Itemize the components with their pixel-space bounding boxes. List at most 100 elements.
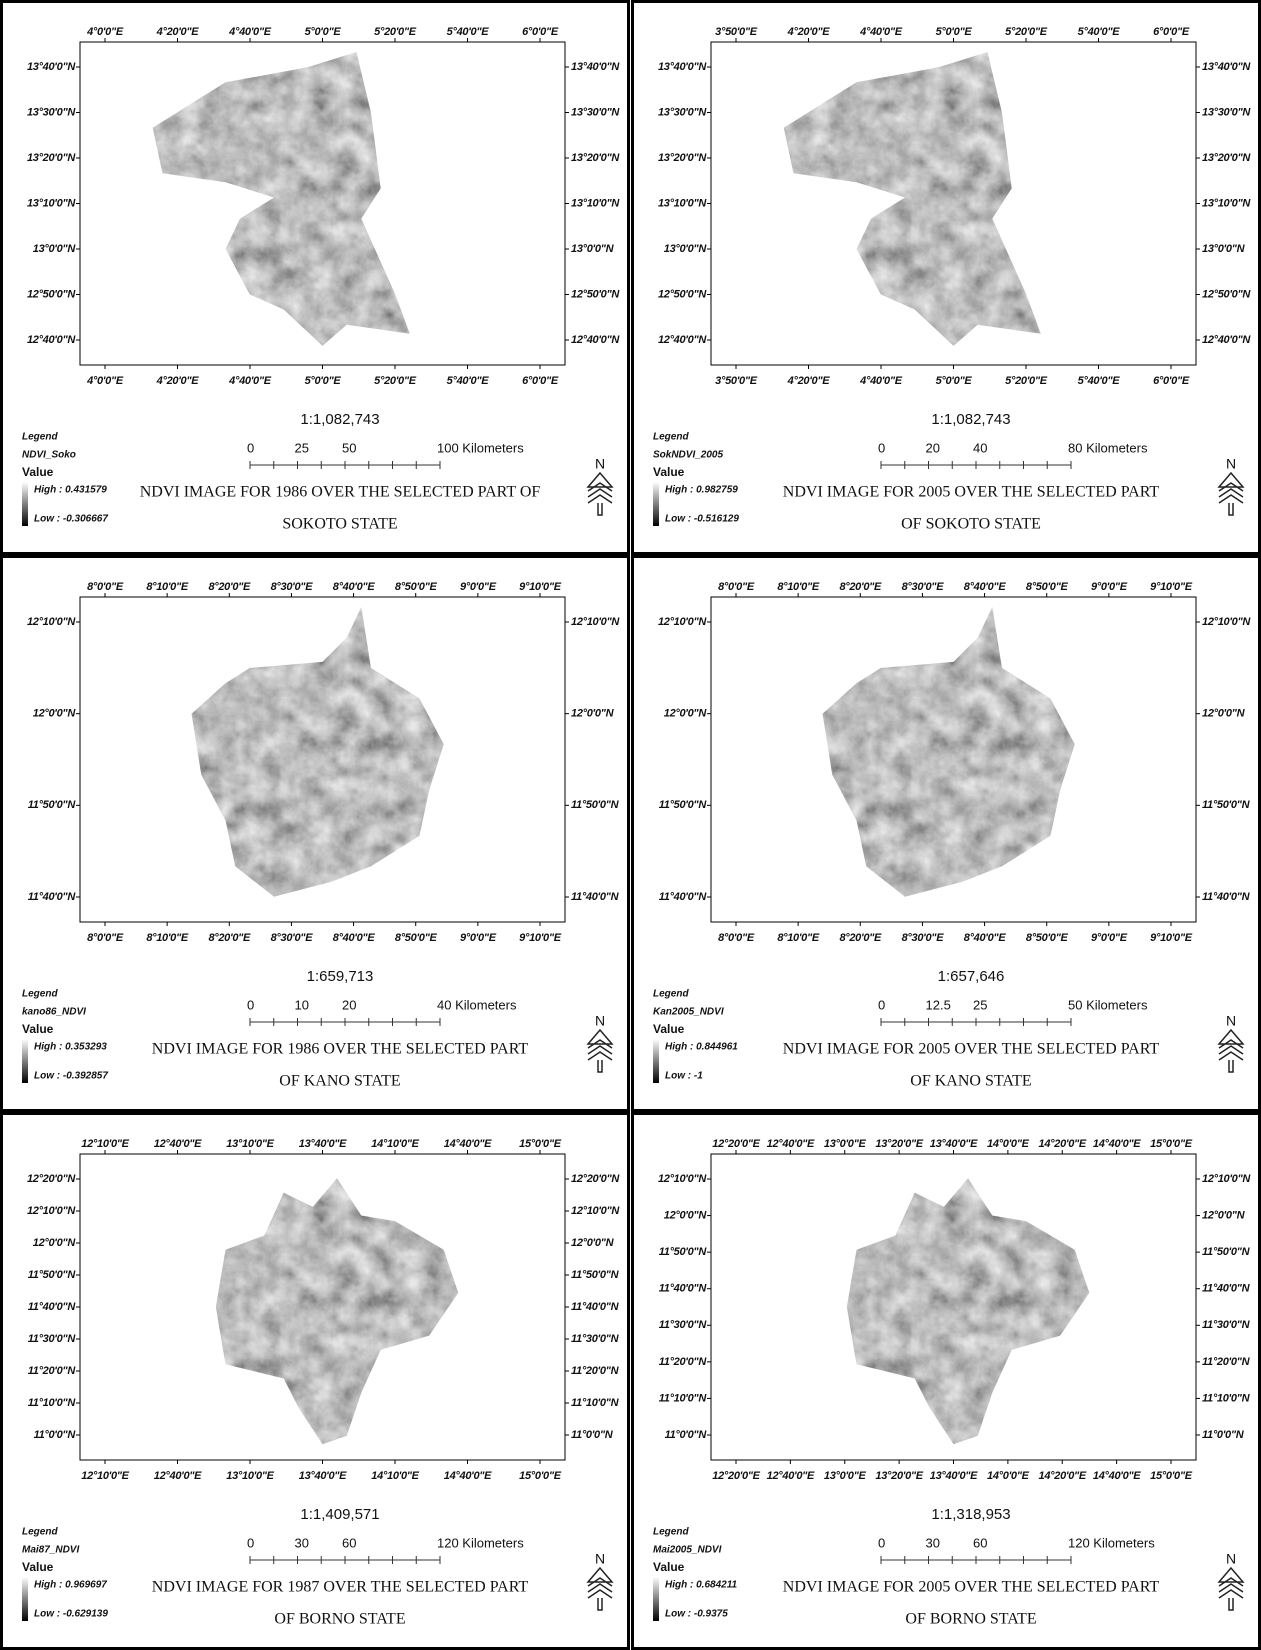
scalebar-label: 20 bbox=[342, 997, 356, 1012]
x-coord-label-bottom: 8°10'0"E bbox=[777, 932, 820, 944]
x-coord-label-bottom: 8°20'0"E bbox=[839, 932, 882, 944]
legend-low: Low : -0.306667 bbox=[34, 514, 108, 525]
x-coord-label-top: 9°10'0"E bbox=[519, 581, 562, 593]
y-coord-label-right: 13°30'0"N bbox=[571, 106, 620, 118]
y-coord-label-right: 11°40'0"N bbox=[571, 1301, 620, 1313]
y-coord-label-right: 12°10'0"N bbox=[571, 1205, 620, 1217]
y-coord-label-right: 12°10'0"N bbox=[571, 616, 620, 628]
legend-low: Low : -0.629139 bbox=[34, 1609, 108, 1620]
legend-title: Legend bbox=[653, 989, 689, 1000]
scalebar-label: 0 bbox=[247, 1535, 254, 1550]
y-coord-label-left: 13°0'0"N bbox=[33, 243, 77, 255]
x-coord-label-bottom: 8°40'0"E bbox=[964, 932, 1007, 944]
x-coord-label-bottom: 5°20'0"E bbox=[374, 375, 417, 387]
x-coord-label-top: 4°40'0"E bbox=[859, 26, 903, 38]
y-coord-label-left: 12°50'0"N bbox=[27, 288, 76, 300]
x-coord-label-bottom: 4°20'0"E bbox=[787, 375, 831, 387]
x-coord-label-top: 6°0'0"E bbox=[522, 26, 559, 38]
legend-value: Value bbox=[22, 1560, 54, 1574]
x-coord-label-bottom: 12°20'0"E bbox=[712, 1470, 760, 1482]
y-coord-label-left: 11°40'0"N bbox=[659, 1283, 708, 1295]
x-coord-label-top: 8°50'0"E bbox=[1026, 581, 1069, 593]
caption: SOKOTO STATE bbox=[282, 516, 397, 533]
scalebar-label: 0 bbox=[247, 440, 254, 455]
legend-layer: Mai87_NDVI bbox=[22, 1545, 79, 1556]
y-coord-label-left: 11°10'0"N bbox=[28, 1397, 77, 1409]
x-coord-label-top: 8°20'0"E bbox=[208, 581, 251, 593]
caption: OF SOKOTO STATE bbox=[901, 516, 1041, 533]
y-coord-label-right: 11°10'0"N bbox=[1202, 1392, 1251, 1404]
x-coord-label-bottom: 4°40'0"E bbox=[859, 375, 903, 387]
y-coord-label-right: 11°40'0"N bbox=[1202, 891, 1251, 903]
legend-ramp bbox=[653, 1039, 659, 1083]
x-coord-label-top: 4°0'0"E bbox=[86, 26, 124, 38]
x-coord-label-top: 3°50'0"E bbox=[715, 26, 758, 38]
x-coord-label-top: 15°0'0"E bbox=[519, 1138, 562, 1150]
x-coord-label-top: 12°40'0"E bbox=[767, 1138, 815, 1150]
legend-title: Legend bbox=[22, 1527, 58, 1538]
north-label: N bbox=[595, 1551, 605, 1567]
y-coord-label-left: 11°0'0"N bbox=[665, 1429, 708, 1441]
north-arrow bbox=[588, 473, 612, 515]
y-coord-label-left: 13°0'0"N bbox=[664, 243, 708, 255]
scalebar-label: 60 bbox=[342, 1535, 356, 1550]
x-coord-label-top: 12°40'0"E bbox=[154, 1138, 202, 1150]
scalebar-label: 40 Kilometers bbox=[437, 997, 517, 1012]
legend-value: Value bbox=[22, 1022, 54, 1036]
x-coord-label-bottom: 8°30'0"E bbox=[271, 932, 314, 944]
legend-layer: Kan2005_NDVI bbox=[653, 1007, 724, 1018]
y-coord-label-left: 12°10'0"N bbox=[658, 616, 707, 628]
y-coord-label-left: 13°40'0"N bbox=[27, 61, 76, 73]
y-coord-label-right: 11°20'0"N bbox=[571, 1365, 620, 1377]
caption: NDVI IMAGE FOR 2005 OVER THE SELECTED PA… bbox=[783, 1041, 1160, 1058]
scalebar-label: 30 bbox=[926, 1535, 940, 1550]
y-coord-label-left: 13°10'0"N bbox=[658, 197, 707, 209]
scalebar-label: 50 Kilometers bbox=[1068, 997, 1148, 1012]
x-coord-label-bottom: 3°50'0"E bbox=[715, 375, 758, 387]
x-coord-label-top: 13°10'0"E bbox=[226, 1138, 274, 1150]
y-coord-label-left: 12°40'0"N bbox=[658, 334, 707, 346]
scale-ratio: 1:1,409,571 bbox=[300, 1506, 379, 1523]
legend-value: Value bbox=[653, 465, 685, 479]
x-coord-label-top: 14°10'0"E bbox=[371, 1138, 419, 1150]
x-coord-label-bottom: 15°0'0"E bbox=[1150, 1470, 1193, 1482]
x-coord-label-bottom: 5°20'0"E bbox=[1005, 375, 1048, 387]
scalebar-label: 100 Kilometers bbox=[437, 440, 524, 455]
x-coord-label-bottom: 9°0'0"E bbox=[460, 932, 497, 944]
legend-ramp bbox=[22, 1039, 28, 1083]
y-coord-label-left: 11°40'0"N bbox=[28, 1301, 77, 1313]
y-coord-label-left: 13°30'0"N bbox=[658, 106, 707, 118]
x-coord-label-top: 6°0'0"E bbox=[1153, 26, 1190, 38]
y-coord-label-left: 11°50'0"N bbox=[28, 799, 77, 811]
y-coord-label-right: 12°50'0"N bbox=[571, 288, 620, 300]
map-panel: 12°10'0"E12°10'0"E12°40'0"E12°40'0"E13°1… bbox=[2, 1114, 629, 1649]
map-panel: 4°0'0"E4°0'0"E4°20'0"E4°20'0"E4°40'0"E4°… bbox=[2, 2, 629, 554]
caption: OF KANO STATE bbox=[279, 1073, 400, 1090]
legend-title: Legend bbox=[22, 989, 58, 1000]
north-arrow bbox=[588, 1030, 612, 1072]
legend-low: Low : -0.392857 bbox=[34, 1071, 108, 1082]
x-coord-label-bottom: 8°40'0"E bbox=[333, 932, 376, 944]
x-coord-label-top: 5°20'0"E bbox=[374, 26, 417, 38]
y-coord-label-left: 11°20'0"N bbox=[28, 1365, 77, 1377]
scalebar-label: 20 bbox=[926, 440, 940, 455]
y-coord-label-right: 12°50'0"N bbox=[1202, 288, 1251, 300]
x-coord-label-top: 5°0'0"E bbox=[936, 26, 973, 38]
x-coord-label-bottom: 9°10'0"E bbox=[1150, 932, 1193, 944]
y-coord-label-right: 11°50'0"N bbox=[571, 799, 620, 811]
x-coord-label-bottom: 9°0'0"E bbox=[1091, 932, 1128, 944]
legend-value: Value bbox=[653, 1560, 685, 1574]
x-coord-label-top: 8°40'0"E bbox=[964, 581, 1007, 593]
x-coord-label-top: 8°10'0"E bbox=[777, 581, 820, 593]
x-coord-label-bottom: 13°20'0"E bbox=[875, 1470, 923, 1482]
scalebar-label: 60 bbox=[973, 1535, 987, 1550]
caption: NDVI IMAGE FOR 1986 OVER THE SELECTED PA… bbox=[152, 1041, 529, 1058]
x-coord-label-bottom: 14°10'0"E bbox=[371, 1470, 419, 1482]
north-arrow bbox=[1219, 1568, 1243, 1610]
x-coord-label-bottom: 15°0'0"E bbox=[519, 1470, 562, 1482]
y-coord-label-right: 12°10'0"N bbox=[1202, 1173, 1251, 1185]
x-coord-label-top: 14°40'0"E bbox=[444, 1138, 492, 1150]
legend-value: Value bbox=[653, 1022, 685, 1036]
map-panel: 8°0'0"E8°0'0"E8°10'0"E8°10'0"E8°20'0"E8°… bbox=[2, 557, 629, 1111]
x-coord-label-bottom: 14°0'0"E bbox=[987, 1470, 1030, 1482]
